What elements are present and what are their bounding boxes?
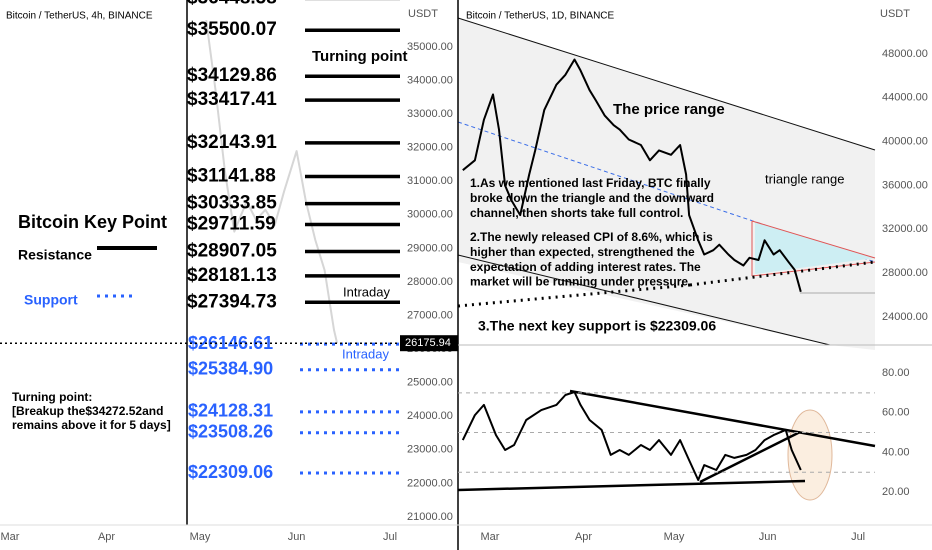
resistance-label: $29711.59 <box>187 214 276 235</box>
x-tick-label: Jul <box>383 531 397 543</box>
annotation: Intraday <box>343 284 390 299</box>
resistance-label: $36448.58 <box>187 0 277 8</box>
y-tick-label: 36000.00 <box>882 179 928 191</box>
rsi-trend <box>569 389 876 448</box>
y-tick-label: 32000.00 <box>407 142 453 154</box>
support-label: $22309.06 <box>188 462 273 482</box>
triangle-top <box>751 220 876 259</box>
last-price-box <box>400 335 458 352</box>
chart-title: Bitcoin / TetherUS, 1D, BINANCE <box>466 11 615 22</box>
y-tick-label: 40.00 <box>882 446 910 458</box>
y-tick-label: 35000.00 <box>407 41 453 53</box>
channel-top <box>457 17 876 151</box>
x-tick-label: Mar <box>481 531 500 543</box>
note: broke down the triangle and the downward <box>470 191 714 205</box>
x-tick-label: Apr <box>98 531 115 543</box>
chart-title: Bitcoin / TetherUS, 4h, BINANCE <box>6 11 153 22</box>
support-label: $25384.90 <box>188 359 273 379</box>
y-tick-label: 31000.00 <box>407 175 453 187</box>
last-price-label: 26175.94 <box>405 337 451 349</box>
y-tick-label: 80.00 <box>882 367 910 379</box>
y-tick-label: 48000.00 <box>882 48 928 60</box>
y-tick-label: 21000.00 <box>407 511 453 523</box>
legend-support: Support <box>24 292 78 308</box>
support-label: $24128.31 <box>188 401 273 421</box>
note: expectation of adding interest rates. Th… <box>470 260 701 274</box>
resistance-label: $35500.07 <box>187 19 277 40</box>
resistance-label: $28907.05 <box>187 241 277 262</box>
x-tick-label: Mar <box>0 531 19 543</box>
support-dots <box>689 260 876 287</box>
note: 2.The newly released CPI of 8.6%, which … <box>470 230 713 244</box>
note: higher than expected, strengthened the <box>470 245 695 259</box>
annotation: Intraday <box>342 346 389 361</box>
y-tick-label: 25000.00 <box>407 377 453 389</box>
key-point-title: Bitcoin Key Point <box>18 212 167 232</box>
note: channel, then shorts take full control. <box>470 206 683 220</box>
annotation: Turning point <box>312 48 408 65</box>
resistance-label: $28181.13 <box>187 265 277 286</box>
channel-bottom <box>457 254 831 346</box>
annotation: triangle range <box>765 171 845 186</box>
resistance-label: $27394.73 <box>187 291 277 312</box>
y-tick-label: 28000.00 <box>407 276 453 288</box>
triangle-bottom <box>751 261 876 277</box>
y-tick-label: 29000.00 <box>407 242 453 254</box>
y-tick-label: 24000.00 <box>407 410 453 422</box>
price-line <box>205 19 339 344</box>
y-tick-label: 30000.00 <box>407 209 453 221</box>
y-tick-label: 20.00 <box>882 486 910 498</box>
note: market will be running under pressure. <box>470 275 691 289</box>
y-tick-label: 60.00 <box>882 407 910 419</box>
y-tick-label: 23000.00 <box>407 444 453 456</box>
resistance-label: $32143.91 <box>187 132 277 153</box>
turning-point-note: [Breakup the$34272.52and <box>12 404 163 418</box>
x-tick-label: Jun <box>288 531 306 543</box>
y-unit: USDT <box>408 8 438 20</box>
triangle-fill <box>755 222 875 274</box>
turning-point-note: remains above it for 5 days] <box>12 418 171 432</box>
resistance-label: $30333.85 <box>187 193 277 214</box>
y-tick-label: 27000.00 <box>407 309 453 321</box>
x-tick-label: Jun <box>759 531 777 543</box>
price-line <box>462 58 802 293</box>
resistance-label: $33417.41 <box>187 89 277 110</box>
annotation: The price range <box>613 101 725 118</box>
x-tick-label: May <box>190 531 211 543</box>
y-unit: USDT <box>880 8 910 20</box>
y-tick-label: 22000.00 <box>407 477 453 489</box>
x-tick-label: Apr <box>575 531 592 543</box>
rsi-trend <box>699 430 801 484</box>
x-tick-label: Jul <box>851 531 865 543</box>
x-tick-label: May <box>664 531 685 543</box>
resistance-label: $34129.86 <box>187 65 277 86</box>
y-tick-label: 24000.00 <box>882 311 928 323</box>
key-support: 3.The next key support is $22309.06 <box>478 318 716 334</box>
note: 1.As we mentioned last Friday, BTC final… <box>470 176 711 190</box>
y-tick-label: 40000.00 <box>882 136 928 148</box>
y-tick-label: 28000.00 <box>882 267 928 279</box>
y-tick-label: 32000.00 <box>882 223 928 235</box>
rsi-trend <box>457 479 806 492</box>
y-tick-label: 33000.00 <box>407 108 453 120</box>
resistance-label: $31141.88 <box>187 166 276 187</box>
price-line <box>461 391 802 481</box>
turning-point-note: Turning point: <box>12 390 92 404</box>
support-label: $23508.26 <box>188 421 273 441</box>
y-tick-label: 34000.00 <box>407 74 453 86</box>
y-tick-label: 44000.00 <box>882 92 928 104</box>
legend-resistance: Resistance <box>18 247 92 263</box>
